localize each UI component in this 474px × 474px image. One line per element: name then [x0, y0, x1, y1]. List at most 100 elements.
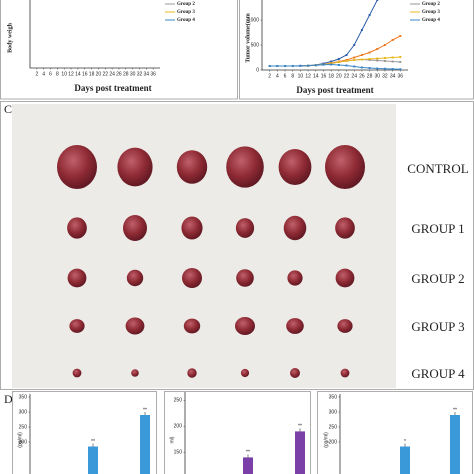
x-axis-label: Days post treatment [74, 83, 151, 93]
panel-label: D [4, 392, 13, 406]
panel-d1-frame [12, 391, 157, 474]
tumor [125, 317, 145, 335]
tumor [235, 218, 255, 238]
point [337, 61, 340, 63]
tumor [67, 217, 87, 239]
y-tick-label: 200 [19, 439, 28, 445]
y-axis-label: ml) [169, 436, 175, 443]
bar [243, 457, 253, 474]
y-tick-label: 350 [329, 394, 338, 400]
point [391, 39, 394, 41]
tumor [335, 217, 355, 239]
point [314, 64, 317, 67]
tumor [278, 148, 312, 186]
group-label: GROUP 2 [411, 271, 464, 286]
point [353, 56, 356, 59]
point [399, 56, 402, 58]
axis [29, 0, 160, 69]
x-tick-label: 6 [49, 71, 52, 77]
point [391, 60, 394, 63]
tumor [235, 317, 255, 335]
y-tick-label: 1000 [248, 17, 259, 23]
significance: ** [453, 407, 457, 413]
y-tick-label: 150 [174, 450, 183, 456]
point [337, 64, 340, 66]
x-tick-label: 28 [367, 73, 373, 79]
x-tick-label: 10 [61, 71, 67, 77]
point [330, 63, 333, 66]
tumor [187, 368, 197, 378]
point [376, 0, 379, 1]
legend-label: Group 3 [422, 10, 440, 15]
significance: ** [298, 424, 302, 430]
point [376, 57, 379, 60]
tumor [226, 146, 264, 188]
y-axis-label: (pg/ml) [17, 432, 23, 448]
point [345, 64, 348, 67]
bar [450, 415, 460, 474]
point [330, 60, 333, 63]
point [360, 29, 363, 31]
point [391, 68, 394, 70]
point [299, 65, 302, 67]
point [291, 65, 294, 67]
y-tick-label: 250 [329, 424, 338, 430]
x-tick-label: 34 [144, 71, 150, 77]
point [399, 68, 402, 71]
point [276, 65, 279, 67]
x-tick-label: 16 [82, 71, 88, 77]
point [376, 67, 379, 70]
x-tick-label: 32 [137, 71, 143, 77]
significance: ** [91, 439, 95, 445]
point [391, 56, 394, 59]
group-label: GROUP 3 [411, 319, 464, 334]
tumor [340, 368, 350, 378]
significance: ** [246, 450, 250, 456]
point [368, 51, 371, 54]
x-tick-label: 22 [102, 71, 108, 77]
x-tick-label: 36 [150, 71, 156, 77]
y-tick-label: 200 [174, 424, 183, 430]
point [383, 44, 386, 46]
y-tick-label: 200 [329, 439, 338, 445]
tumor [131, 369, 139, 377]
tumor [286, 318, 304, 334]
x-tick-label: 26 [359, 73, 365, 79]
y-tick-label: 250 [174, 398, 183, 404]
tumor [176, 150, 208, 184]
point [353, 65, 356, 68]
series-line [269, 0, 378, 67]
x-tick-label: 4 [42, 71, 45, 77]
legend-label: Group 4 [177, 18, 195, 23]
x-tick-label: 20 [336, 73, 342, 79]
x-tick-label: 14 [75, 71, 81, 77]
tumor [123, 215, 147, 241]
y-axis-label: (pg/ml) [323, 432, 329, 448]
point [399, 35, 402, 37]
x-tick-label: 2 [268, 73, 271, 79]
group-label: GROUP 1 [411, 221, 464, 236]
tumor [290, 368, 300, 378]
x-tick-label: 2 [35, 71, 38, 77]
tumor [337, 319, 353, 333]
point [383, 67, 386, 70]
x-tick-label: 18 [89, 71, 95, 77]
x-tick-label: 34 [390, 73, 396, 79]
x-tick-label: 14 [313, 73, 319, 79]
tumor [236, 269, 254, 287]
point [376, 48, 379, 50]
tumor [325, 145, 365, 189]
tumor [126, 269, 144, 287]
y-tick-label: 500 [251, 42, 260, 48]
tumor [240, 368, 250, 378]
panel-label: C [4, 102, 12, 116]
bar [140, 415, 150, 474]
tumor [69, 319, 85, 333]
significance: * [404, 439, 406, 445]
x-tick-label: 12 [305, 73, 311, 79]
bar [88, 446, 98, 474]
series-line [269, 35, 401, 67]
point [360, 54, 363, 56]
tumor [335, 268, 355, 288]
